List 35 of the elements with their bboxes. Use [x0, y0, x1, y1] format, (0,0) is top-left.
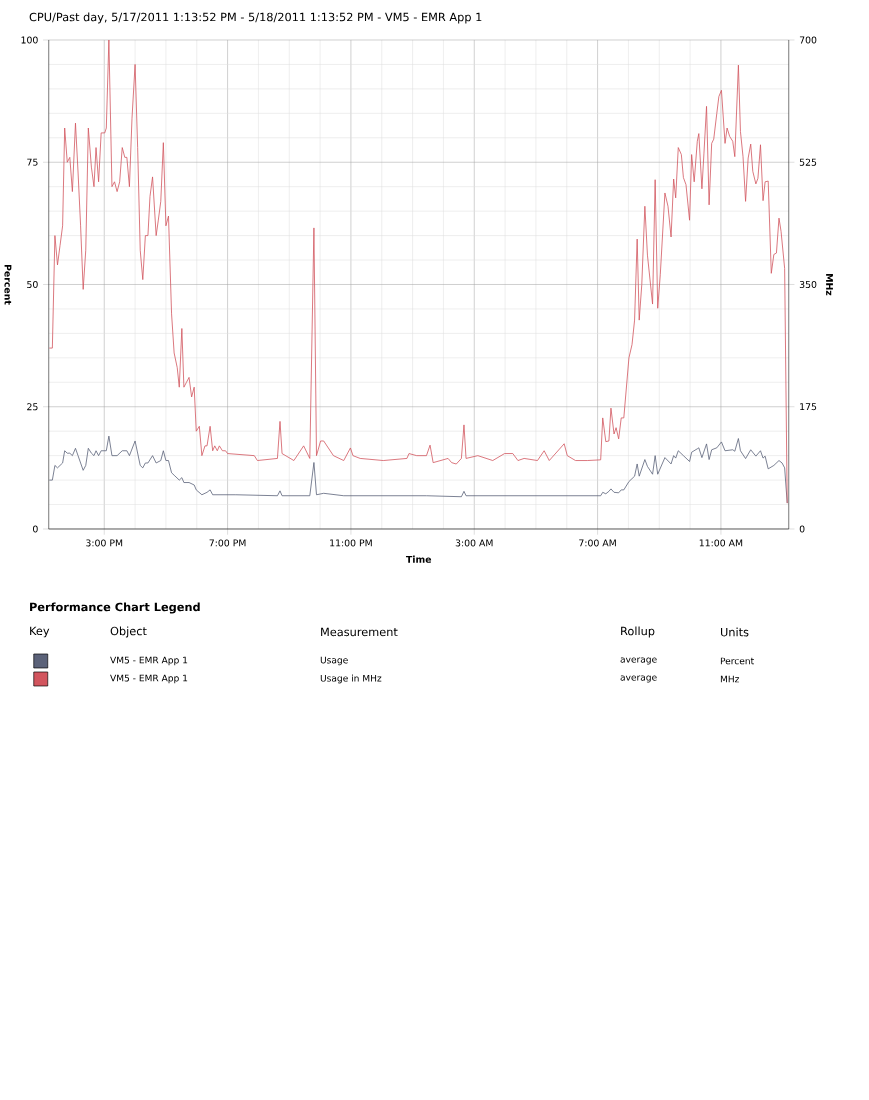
x-tick-label: 11:00 AM	[699, 539, 743, 547]
y-tick-label: 25	[27, 403, 38, 411]
y2-tick-label: 0	[799, 525, 805, 533]
text: average	[620, 657, 657, 665]
legend-title: Performance Chart Legend	[30, 602, 200, 614]
text: average	[620, 675, 657, 683]
y2-tick-label: 700	[800, 36, 817, 44]
chart-title: CPU/Past day, 5/17/2011 1:13:52 PM - 5/18/2011 1:13:52 PM - VM5 - EMR App 1	[29, 12, 482, 24]
y-tick-label: 0	[33, 525, 38, 533]
y-tick-label: 50	[27, 280, 38, 289]
y-tick-label: 75	[27, 158, 38, 166]
text: Rollup	[621, 626, 655, 638]
text: VM5 - EMR App 1	[110, 674, 188, 684]
text: Object	[110, 626, 147, 638]
text: Usage in MHz	[320, 674, 382, 684]
text: Units	[721, 627, 749, 637]
y2-tick-label: 350	[800, 280, 817, 289]
text: Usage	[320, 656, 348, 666]
text: VM5 - EMR App 1	[110, 656, 188, 666]
x-tick-label: 11:00 PM	[330, 539, 372, 547]
y2-tick-label: 525	[800, 158, 817, 166]
x-axis-title: Time	[406, 555, 432, 563]
y-axis-title: Percent	[4, 264, 12, 305]
text: Measurement	[321, 627, 398, 637]
x-tick-label: 3:00 AM	[455, 539, 493, 547]
y2-axis-title: MHz	[826, 274, 834, 296]
y-tick-label: 100	[21, 36, 38, 44]
x-tick-label: 7:00 AM	[579, 539, 616, 547]
text: MHz	[721, 675, 740, 683]
y2-tick-label: 175	[800, 403, 817, 411]
text: Percent	[721, 657, 755, 665]
x-tick-label: 3:00 PM	[86, 539, 123, 547]
x-tick-label: 7:00 PM	[209, 539, 246, 547]
text: Key	[30, 626, 50, 638]
line-series	[48, 39, 788, 504]
